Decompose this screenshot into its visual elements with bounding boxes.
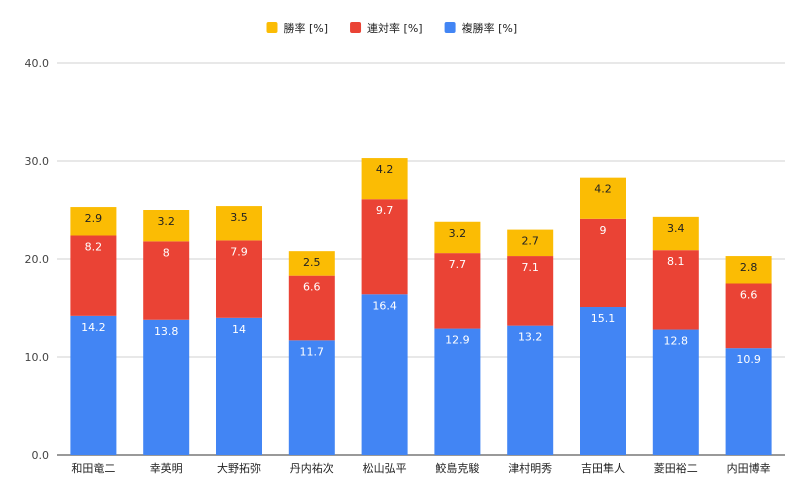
x-tick-label: 大野拓弥	[217, 461, 261, 475]
bar-segment	[507, 325, 554, 455]
data-label: 7.9	[230, 245, 248, 258]
data-label: 3.2	[449, 227, 467, 240]
y-tick-label: 30.0	[25, 155, 50, 168]
bar-segment	[434, 221, 481, 254]
legend: 勝率 [%] 連対率 [%] 複勝率 [%]	[266, 21, 518, 35]
bar-segment	[725, 283, 772, 349]
data-label: 8.1	[667, 255, 685, 268]
bars: 14.2 8.2 2.9 13.8 8 3.2 14 7.9 3.5 11.7 6.6 2.5 16.4…	[70, 158, 772, 455]
bar-stack: 12.9 7.7 3.2	[434, 221, 481, 455]
data-label: 9.7	[376, 204, 394, 217]
bar-segment	[580, 177, 626, 219]
bar-segment	[652, 250, 699, 330]
data-label: 6.6	[740, 289, 758, 302]
x-tick-label: 津村明秀	[508, 461, 552, 475]
legend-item: 連対率 [%]	[350, 21, 423, 35]
bar-segment	[288, 275, 335, 341]
legend-label: 連対率 [%]	[367, 21, 423, 35]
data-label: 2.8	[740, 261, 758, 274]
x-tick-label: 吉田隼人	[581, 461, 625, 475]
data-label: 3.2	[157, 215, 175, 228]
data-label: 13.2	[518, 331, 543, 344]
legend-label: 複勝率 [%]	[462, 21, 518, 35]
bar-stack: 15.1 9 4.2	[580, 177, 626, 455]
y-tick-label: 0.0	[32, 449, 50, 462]
data-label: 8	[163, 246, 170, 259]
bar-stack: 14.2 8.2 2.9	[70, 207, 117, 455]
bar-segment	[652, 216, 699, 251]
bar-segment	[361, 294, 408, 455]
data-label: 12.9	[445, 334, 470, 347]
bar-segment	[70, 235, 117, 316]
bar-segment	[434, 328, 481, 455]
bar-segment	[580, 307, 626, 455]
bar-stack: 13.8 8 3.2	[143, 210, 190, 455]
bar-stack: 14 7.9 3.5	[216, 206, 262, 455]
data-label: 11.7	[300, 345, 325, 358]
bar-segment	[288, 340, 335, 455]
x-tick-label: 鮫島克駿	[435, 461, 479, 475]
data-label: 15.1	[591, 312, 616, 325]
x-tick-label: 内田博幸	[727, 461, 771, 475]
data-label: 2.7	[521, 235, 539, 248]
bar-segment	[725, 256, 772, 284]
data-label: 4.2	[594, 183, 612, 196]
y-tick-label: 20.0	[25, 253, 50, 266]
legend-item: 勝率 [%]	[266, 21, 329, 35]
legend-swatch	[444, 22, 456, 33]
legend-swatch	[350, 22, 362, 33]
bar-segment	[216, 240, 262, 318]
y-tick-label: 40.0	[25, 57, 50, 70]
data-label: 13.8	[154, 325, 179, 338]
x-tick-label: 菱田裕二	[654, 462, 698, 475]
bar-segment	[361, 158, 408, 200]
bar-segment	[143, 319, 190, 455]
data-label: 8.2	[85, 240, 103, 253]
y-axis: 0.0 10.0 20.0 30.0 40.0	[25, 57, 50, 462]
bar-segment	[216, 317, 262, 455]
data-label: 2.5	[303, 256, 321, 269]
legend-swatch	[266, 22, 278, 33]
x-tick-label: 丹内祐次	[290, 461, 334, 475]
bar-segment	[288, 251, 335, 276]
data-label: 7.1	[521, 261, 539, 274]
data-label: 6.6	[303, 281, 321, 294]
bar-stack: 13.2 7.1 2.7	[507, 229, 554, 455]
x-tick-label: 松山弘平	[363, 461, 407, 475]
data-label: 3.4	[667, 222, 685, 235]
data-label: 7.7	[449, 258, 467, 271]
bar-stack: 11.7 6.6 2.5	[288, 251, 335, 455]
data-label: 14	[232, 323, 246, 336]
bar-segment	[507, 229, 554, 257]
bar-segment	[652, 329, 699, 455]
x-tick-label: 幸英明	[150, 461, 183, 475]
bar-stack: 16.4 9.7 4.2	[361, 158, 408, 455]
x-axis: 和田竜二 幸英明 大野拓弥 丹内祐次 松山弘平 鮫島克駿 津村明秀 吉田隼人 菱田裕二 内田博幸	[71, 461, 770, 475]
bar-stack: 10.9 6.6 2.8	[725, 256, 772, 455]
bar-segment	[143, 210, 190, 242]
bar-segment	[507, 256, 554, 326]
y-tick-label: 10.0	[25, 351, 50, 364]
data-label: 16.4	[372, 299, 397, 312]
data-label: 10.9	[736, 353, 761, 366]
legend-item: 複勝率 [%]	[444, 21, 518, 35]
bar-segment	[70, 207, 117, 236]
x-tick-label: 和田竜二	[71, 461, 115, 475]
bar-segment	[725, 348, 772, 455]
bar-segment	[580, 218, 626, 308]
bar-segment	[216, 206, 262, 241]
legend-label: 勝率 [%]	[284, 21, 329, 35]
data-label: 4.2	[376, 163, 394, 176]
bar-segment	[361, 199, 408, 295]
bar-stack: 12.8 8.1 3.4	[652, 216, 699, 455]
data-label: 2.9	[85, 212, 103, 225]
bar-segment	[434, 253, 481, 329]
bar-segment	[70, 315, 117, 455]
bar-segment	[143, 241, 190, 320]
data-label: 14.2	[81, 321, 106, 334]
data-label: 9	[600, 224, 607, 237]
data-label: 12.8	[664, 335, 689, 348]
data-label: 3.5	[230, 211, 248, 224]
